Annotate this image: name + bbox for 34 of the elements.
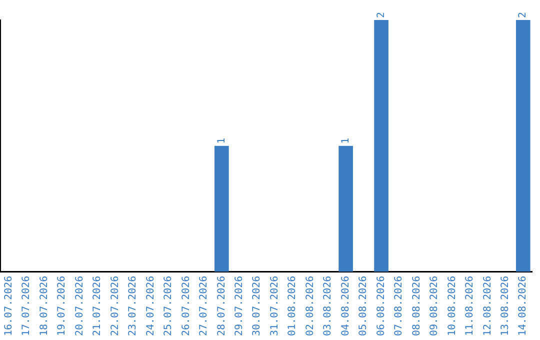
x-tick-label: 29.07.2026: [234, 276, 245, 336]
x-tick-label: 28.07.2026: [216, 276, 228, 336]
x-tick-label: 25.07.2026: [163, 276, 174, 336]
x-tick-label: 10.08.2026: [446, 276, 458, 336]
data-label: 2: [518, 12, 529, 18]
x-tick-label: 11.08.2026: [464, 276, 476, 336]
data-label: 1: [216, 138, 228, 144]
x-tick-label: 06.08.2026: [376, 276, 387, 336]
x-tick-label: 27.07.2026: [198, 276, 210, 336]
x-tick-label: 13.08.2026: [500, 276, 511, 336]
x-tick-label: 18.07.2026: [38, 276, 50, 336]
x-tick-label: 24.07.2026: [145, 276, 156, 336]
x-tick-label: 03.08.2026: [322, 276, 334, 336]
x-tick-label: 08.08.2026: [411, 276, 422, 336]
x-tick-label: 19.07.2026: [56, 276, 68, 336]
x-tick-label: 31.07.2026: [269, 276, 280, 336]
x-tick-label: 01.08.2026: [287, 276, 298, 336]
x-tick-label: 23.07.2026: [128, 276, 139, 336]
data-label: 2: [376, 12, 387, 18]
x-tick-label: 14.08.2026: [518, 276, 529, 336]
x-tick-label: 20.07.2026: [74, 276, 86, 336]
x-tick-label: 09.08.2026: [429, 276, 440, 336]
x-tick-label: 02.08.2026: [304, 276, 316, 336]
x-tick-label: 21.07.2026: [92, 276, 104, 336]
x-tick-label: 07.08.2026: [394, 276, 405, 336]
x-tick-label: 04.08.2026: [340, 276, 352, 336]
x-tick-label: 22.07.2026: [110, 276, 121, 336]
x-tick-label: 30.07.2026: [252, 276, 263, 336]
x-tick-label: 17.07.2026: [21, 276, 32, 336]
data-label: 1: [340, 138, 352, 144]
x-tick-label: 16.07.2026: [3, 276, 14, 336]
x-tick-label: 26.07.2026: [180, 276, 192, 336]
x-tick-label: 05.08.2026: [358, 276, 370, 336]
x-tick-label: 12.08.2026: [482, 276, 494, 336]
